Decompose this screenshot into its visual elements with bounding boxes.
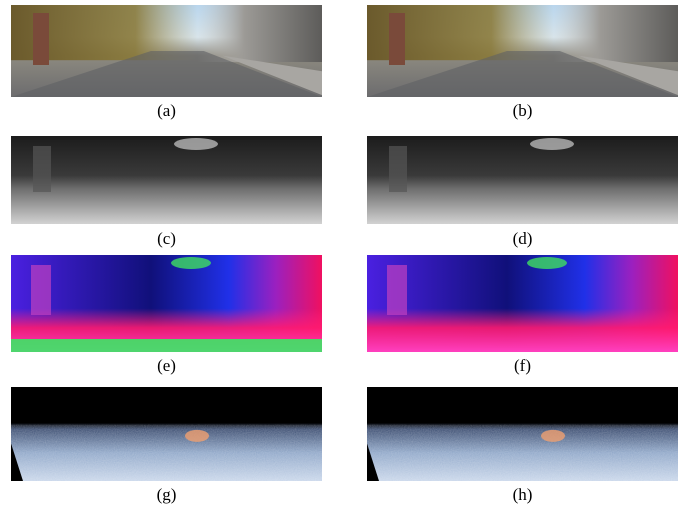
panel-label: (b) <box>513 101 533 120</box>
panel-label: (h) <box>513 485 533 504</box>
flow-near <box>367 255 678 352</box>
panel-image <box>367 255 678 352</box>
panel-image <box>367 136 678 224</box>
panel-image <box>11 136 322 224</box>
error-noise <box>367 425 678 481</box>
depth-map <box>367 136 678 224</box>
kiosk <box>389 13 405 65</box>
tree-glint <box>530 138 574 150</box>
panel-label: (c) <box>157 229 176 248</box>
panel-image <box>11 5 322 97</box>
figure: (a) (b) (c) (d) (e) (f) (g) (h) <box>0 0 684 510</box>
tree-glint <box>174 138 218 150</box>
pillar <box>387 265 407 315</box>
flow-glint <box>527 257 567 269</box>
depth-map <box>11 136 322 224</box>
flow-glint <box>171 257 211 269</box>
panel-label: (a) <box>157 101 176 120</box>
flow-near <box>11 255 322 352</box>
pillar <box>31 265 51 315</box>
flow-bottom <box>11 339 322 352</box>
error-noise <box>11 425 322 481</box>
kiosk <box>33 13 49 65</box>
panel-image <box>11 255 322 352</box>
panel-label: (e) <box>157 356 176 375</box>
panel-label: (g) <box>157 485 177 504</box>
car-error <box>541 430 565 442</box>
panel-image <box>367 387 678 481</box>
panel-image <box>367 5 678 97</box>
panel-label: (d) <box>513 229 533 248</box>
panel-image <box>11 387 322 481</box>
pillar <box>389 146 407 192</box>
car-error <box>185 430 209 442</box>
panel-label: (f) <box>514 356 531 375</box>
pillar <box>33 146 51 192</box>
